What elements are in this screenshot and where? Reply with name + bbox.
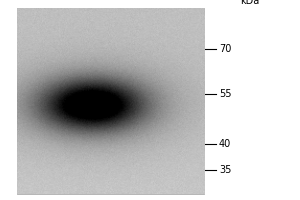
Text: kDa: kDa (240, 0, 259, 6)
Text: 55: 55 (219, 89, 232, 99)
Text: 35: 35 (219, 165, 231, 175)
Bar (16, 8, 204, 194)
Text: 40: 40 (219, 139, 231, 149)
Text: 70: 70 (219, 44, 231, 54)
